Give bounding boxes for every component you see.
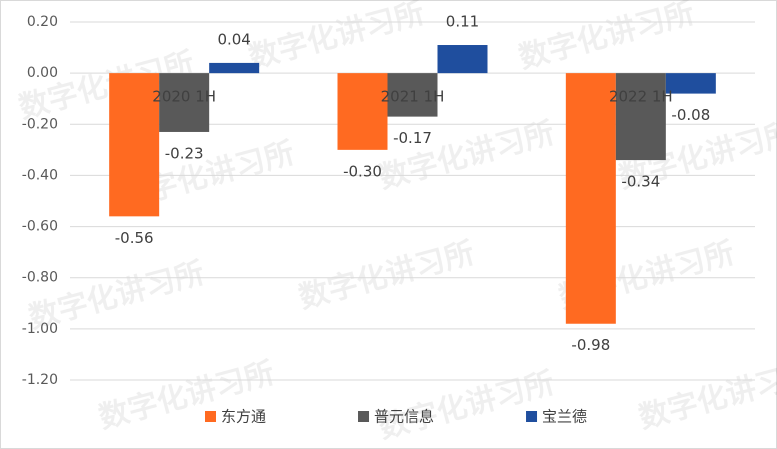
data-label: 0.11	[446, 13, 479, 31]
data-label: -0.34	[621, 173, 660, 191]
legend-swatch	[358, 411, 370, 422]
y-tick-label: -0.40	[22, 167, 58, 183]
bar	[109, 73, 160, 217]
bar	[337, 73, 388, 150]
bar	[437, 45, 488, 74]
legend-swatch	[205, 411, 216, 422]
bar	[159, 73, 210, 132]
data-label: -0.98	[571, 336, 610, 354]
y-tick-label: -0.60	[22, 219, 58, 235]
legend-label: 宝兰德	[542, 408, 587, 426]
y-tick-label: -1.20	[22, 372, 58, 388]
data-label: -0.17	[393, 129, 432, 147]
data-label: 0.04	[217, 30, 250, 48]
y-tick-label: -1.00	[22, 321, 58, 337]
bar	[665, 73, 716, 94]
y-tick-label: 0.20	[27, 14, 58, 30]
data-label: -0.08	[671, 106, 710, 124]
x-tick-label: 2022 1H	[609, 88, 673, 106]
legend-label: 普元信息	[374, 408, 434, 426]
data-label: -0.23	[165, 144, 204, 162]
y-tick-label: -0.80	[22, 270, 58, 286]
bar	[209, 62, 260, 74]
legend-label: 东方通	[221, 408, 266, 426]
bar	[565, 73, 616, 324]
legend-swatch	[526, 411, 538, 422]
data-label: -0.30	[343, 162, 382, 180]
bar	[615, 73, 666, 161]
y-tick-label: 0.00	[27, 65, 58, 81]
x-tick-label: 2020 1H	[152, 88, 216, 106]
x-tick-label: 2021 1H	[381, 88, 445, 106]
data-label: -0.56	[115, 229, 154, 247]
y-tick-label: -0.20	[22, 116, 58, 132]
bar	[387, 73, 438, 117]
